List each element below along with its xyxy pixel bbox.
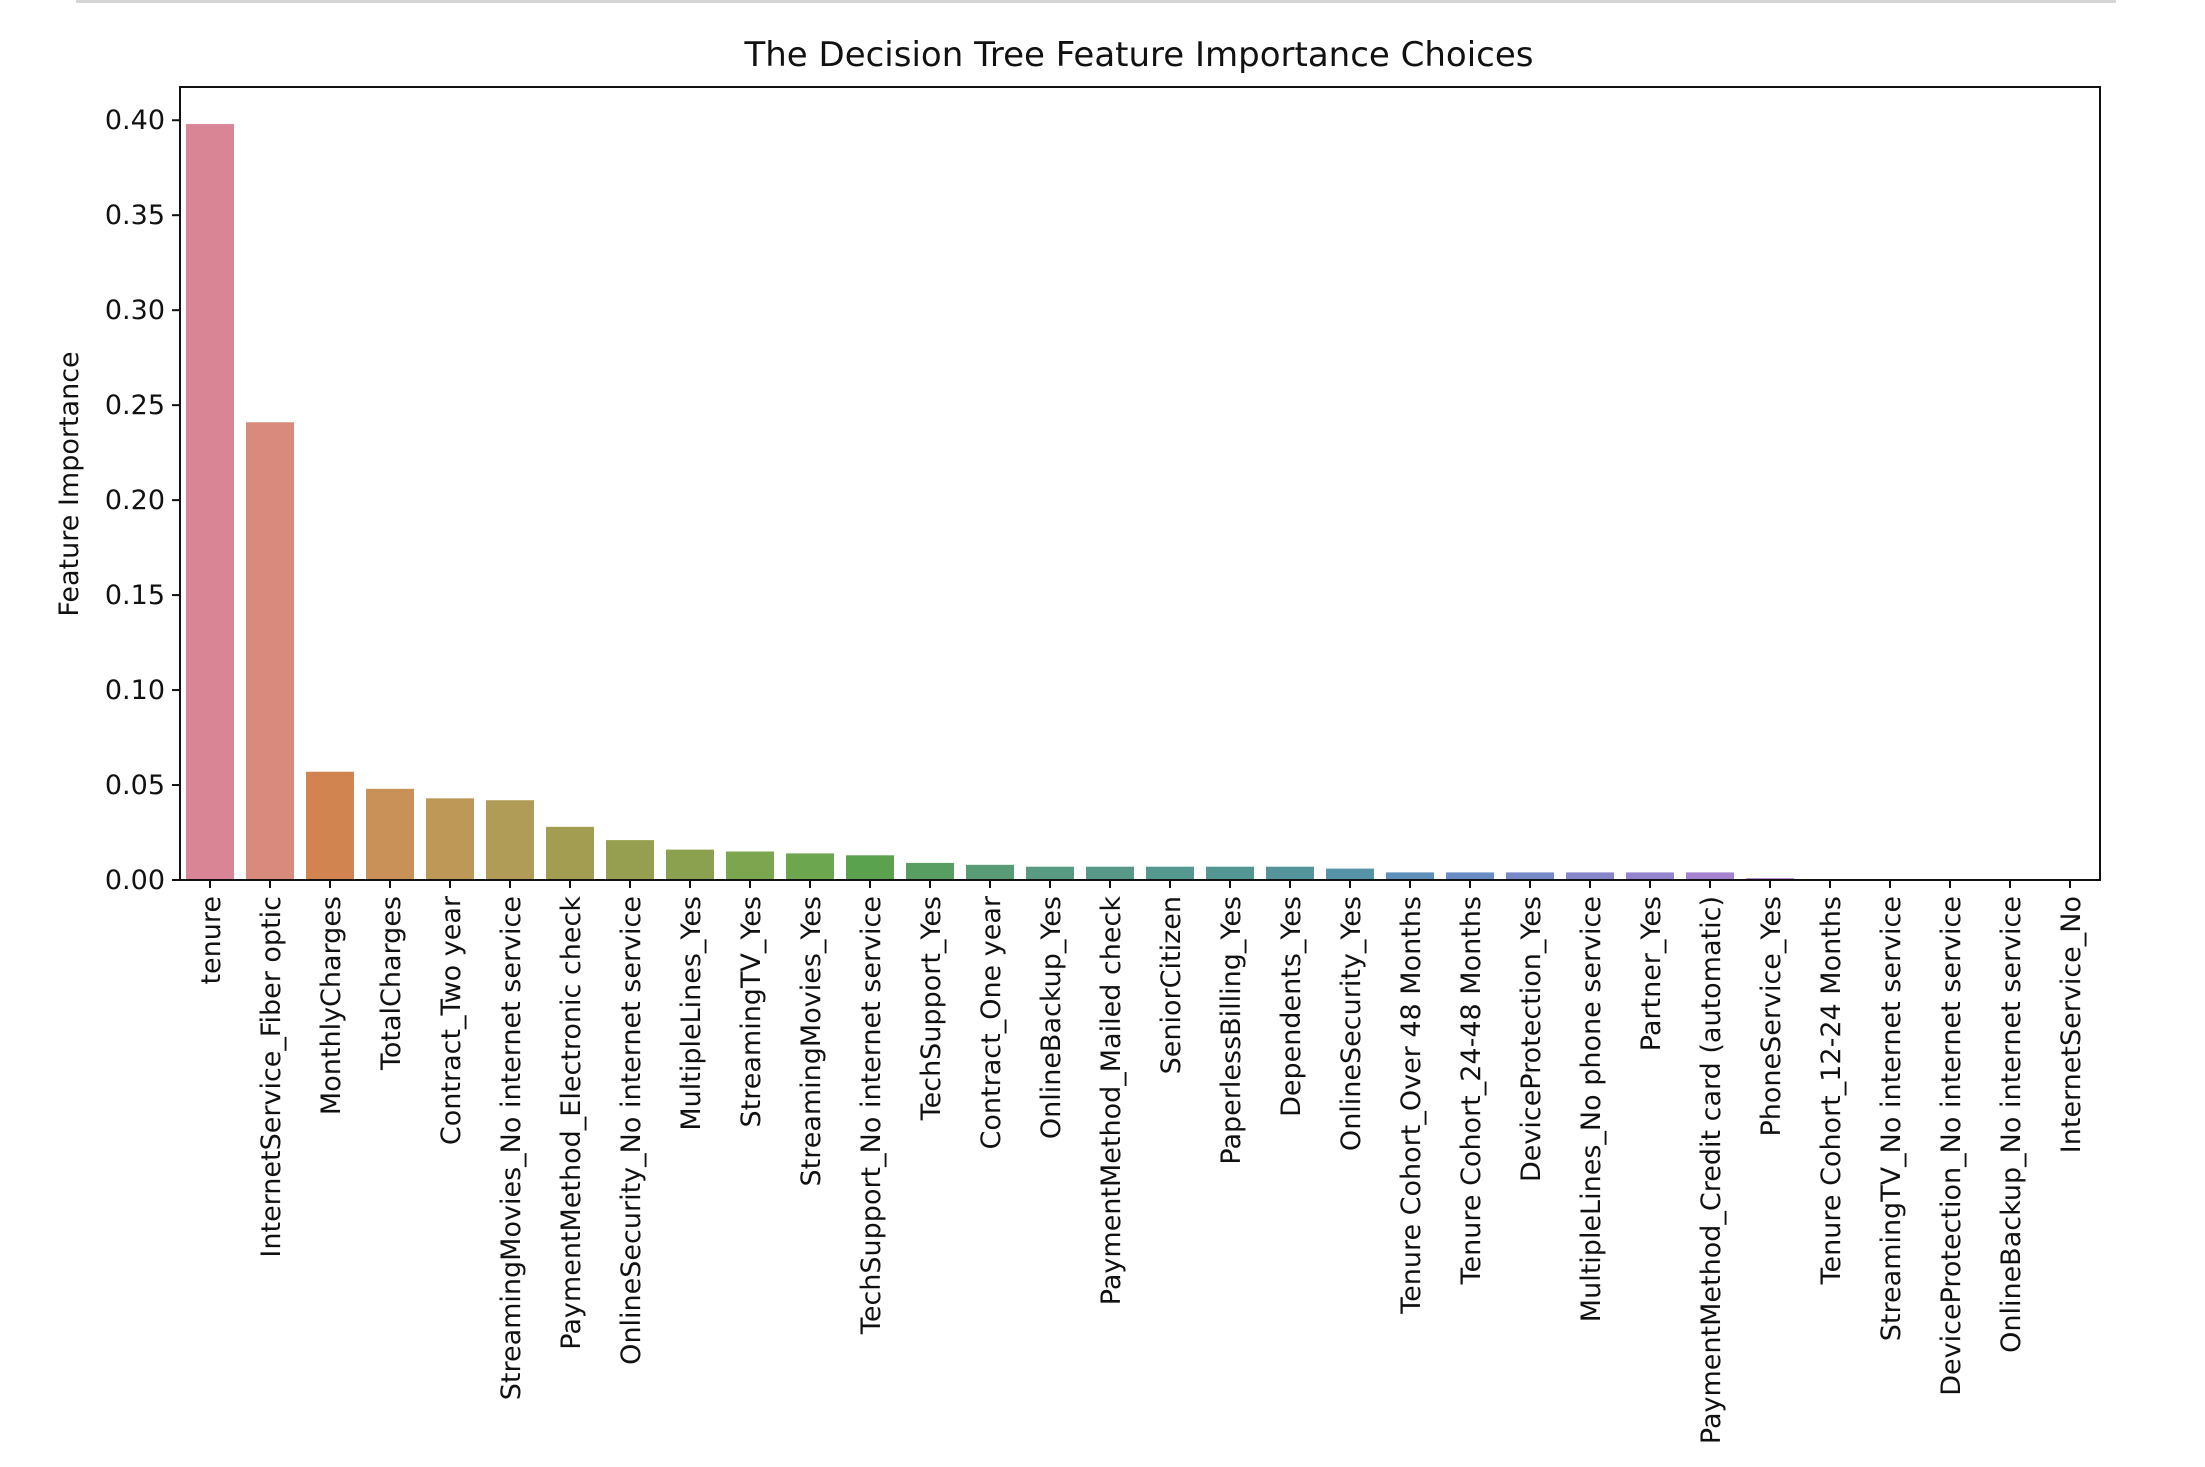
y-tick-label: 0.35: [105, 200, 165, 231]
x-tick-label: InternetService_No: [2056, 896, 2087, 1153]
bar-16: [1086, 866, 1134, 880]
y-axis-label: Feature Importance: [54, 351, 85, 616]
y-tick-label: 0.25: [105, 390, 165, 421]
x-tick-label: MultipleLines_Yes: [676, 896, 707, 1131]
bar-18: [1206, 866, 1254, 880]
x-tick-label: PaymentMethod_Mailed check: [1096, 896, 1127, 1306]
x-tick-label: InternetService_Fiber optic: [256, 896, 287, 1258]
x-tick-label: PaperlessBilling_Yes: [1216, 896, 1247, 1165]
bar-4: [366, 788, 414, 880]
bar-3: [306, 771, 354, 880]
x-tick-label: TotalCharges: [376, 896, 407, 1071]
x-tick-label: OnlineBackup_No internet service: [1996, 896, 2027, 1353]
y-axis-ticks: 0.00 0.05 0.10 0.15 0.20 0.25 0.30 0.35 0.40: [105, 105, 180, 896]
x-tick-label: PaymentMethod_Credit card (automatic): [1696, 896, 1727, 1444]
bar-7: [546, 826, 594, 880]
x-tick-label: SeniorCitizen: [1156, 896, 1187, 1074]
x-tick-label: PhoneService_Yes: [1756, 896, 1787, 1137]
bar-1: [186, 124, 234, 880]
bar-6: [486, 800, 534, 880]
x-tick-label: DeviceProtection_Yes: [1516, 896, 1547, 1182]
bar-14: [966, 864, 1014, 880]
bar-22: [1446, 872, 1494, 880]
x-tick-label: Dependents_Yes: [1276, 896, 1307, 1117]
x-tick-label: StreamingTV_Yes: [736, 896, 767, 1128]
y-tick-label: 0.05: [105, 770, 165, 801]
y-tick-label: 0.00: [105, 865, 165, 896]
y-tick-label: 0.10: [105, 675, 165, 706]
bar-23: [1506, 872, 1554, 880]
bar-10: [726, 851, 774, 880]
x-tick-label: Tenure Cohort_12-24 Months: [1816, 896, 1847, 1285]
y-tick-label: 0.40: [105, 105, 165, 136]
bar-8: [606, 840, 654, 880]
x-tick-label: OnlineBackup_Yes: [1036, 896, 1067, 1139]
x-tick-label: TechSupport_No internet service: [856, 896, 887, 1335]
x-tick-label: Tenure Cohort_Over 48 Months: [1396, 896, 1427, 1315]
plot-frame: [179, 86, 2101, 881]
x-tick-label: StreamingMovies_Yes: [796, 896, 827, 1187]
x-tick-label: PaymentMethod_Electronic check: [556, 896, 587, 1350]
x-tick-label: tenure: [196, 896, 227, 985]
x-tick-label: OnlineSecurity_Yes: [1336, 896, 1367, 1151]
bar-15: [1026, 866, 1074, 880]
bar-13: [906, 862, 954, 880]
x-tick-label: MultipleLines_No phone service: [1576, 896, 1607, 1322]
x-tick-label: StreamingTV_No internet service: [1876, 896, 1907, 1341]
x-tick-label: Tenure Cohort_24-48 Months: [1456, 896, 1487, 1285]
bar-2: [246, 422, 294, 880]
chart-title: The Decision Tree Feature Importance Cho…: [743, 35, 1533, 75]
bars-group: [186, 124, 1794, 880]
x-tick-label: Contract_One year: [976, 895, 1007, 1149]
bar-12: [846, 855, 894, 880]
y-tick-label: 0.20: [105, 485, 165, 516]
bar-11: [786, 853, 834, 880]
x-tick-label: TechSupport_Yes: [916, 896, 947, 1121]
y-tick-label: 0.15: [105, 580, 165, 611]
x-tick-label: MonthlyCharges: [316, 896, 347, 1115]
bar-9: [666, 849, 714, 880]
x-tick-label: Partner_Yes: [1636, 896, 1667, 1051]
x-axis-ticks: tenure InternetService_Fiber optic Monthly…: [196, 880, 2087, 1444]
bar-26: [1686, 872, 1734, 880]
x-tick-label: StreamingMovies_No internet service: [496, 896, 527, 1400]
bar-20: [1326, 868, 1374, 880]
y-tick-label: 0.30: [105, 295, 165, 326]
x-tick-label: Contract_Two year: [436, 895, 467, 1145]
bar-19: [1266, 866, 1314, 880]
bar-21: [1386, 872, 1434, 880]
bar-17: [1146, 866, 1194, 880]
bar-5: [426, 798, 474, 880]
bar-25: [1626, 872, 1674, 880]
notebook-cell-divider: [76, 0, 2116, 3]
bar-24: [1566, 872, 1614, 880]
x-tick-label: DeviceProtection_No internet service: [1936, 896, 1967, 1396]
x-tick-label: OnlineSecurity_No internet service: [616, 896, 647, 1365]
